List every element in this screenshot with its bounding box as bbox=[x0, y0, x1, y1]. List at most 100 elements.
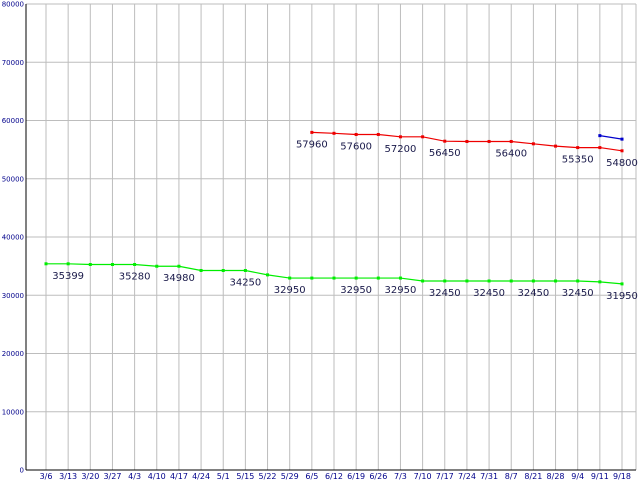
data-point bbox=[421, 279, 425, 283]
data-point bbox=[576, 279, 580, 283]
y-tick-label: 70000 bbox=[2, 59, 24, 67]
x-tick-label: 3/27 bbox=[103, 472, 121, 480]
data-label: 32950 bbox=[274, 285, 306, 296]
y-tick-label: 0 bbox=[20, 467, 24, 475]
data-label: 32450 bbox=[562, 288, 594, 299]
grid-layer bbox=[26, 3, 637, 470]
data-label: 56450 bbox=[429, 148, 461, 159]
data-label: 55350 bbox=[562, 155, 594, 166]
data-label: 32450 bbox=[517, 288, 549, 299]
x-tick-label: 4/17 bbox=[170, 472, 188, 480]
data-point bbox=[221, 268, 225, 272]
x-tick-label: 3/20 bbox=[81, 472, 99, 480]
data-point bbox=[465, 139, 469, 143]
y-tick-label: 20000 bbox=[2, 350, 24, 358]
data-label: 34250 bbox=[229, 277, 261, 288]
data-point bbox=[66, 262, 70, 266]
data-point bbox=[443, 279, 447, 283]
data-point bbox=[531, 142, 535, 146]
y-tick-label: 50000 bbox=[2, 175, 24, 183]
data-label: 32950 bbox=[385, 285, 417, 296]
series-layer bbox=[44, 130, 624, 286]
x-tick-label: 8/21 bbox=[524, 472, 542, 480]
data-point bbox=[620, 149, 624, 153]
data-point bbox=[243, 268, 247, 272]
x-tick-label: 8/7 bbox=[505, 472, 518, 480]
x-tick-label: 4/3 bbox=[128, 472, 141, 480]
data-point bbox=[465, 279, 469, 283]
data-point bbox=[487, 279, 491, 283]
y-tick-label: 80000 bbox=[2, 1, 24, 9]
data-point bbox=[310, 130, 314, 134]
data-point bbox=[620, 282, 624, 286]
label-layer: 35399 35280 34980 34250 32950 32950 32950 32450… bbox=[52, 139, 638, 302]
data-point bbox=[620, 137, 624, 141]
x-tick-label: 7/31 bbox=[480, 472, 498, 480]
data-label: 31950 bbox=[606, 291, 638, 302]
x-tick-label: 3/13 bbox=[59, 472, 77, 480]
data-label: 32450 bbox=[473, 288, 505, 299]
x-tick-label: 5/29 bbox=[281, 472, 299, 480]
data-point bbox=[509, 139, 513, 143]
data-point bbox=[598, 280, 602, 284]
data-point bbox=[598, 146, 602, 150]
data-point bbox=[576, 146, 580, 150]
y-tick-label: 40000 bbox=[2, 234, 24, 242]
y-tick-label: 30000 bbox=[2, 292, 24, 300]
data-point bbox=[110, 262, 114, 266]
data-label: 57600 bbox=[340, 141, 372, 152]
x-tick-label: 6/5 bbox=[305, 472, 318, 480]
x-tick-label: 5/15 bbox=[236, 472, 254, 480]
data-point bbox=[554, 144, 558, 148]
data-label: 35280 bbox=[119, 271, 151, 282]
data-label: 57960 bbox=[296, 139, 328, 150]
series-line-2 bbox=[599, 135, 623, 140]
x-tick-label: 7/3 bbox=[394, 472, 407, 480]
x-tick-label: 4/24 bbox=[192, 472, 210, 480]
x-tick-label: 6/19 bbox=[347, 472, 365, 480]
x-tick-label: 5/1 bbox=[217, 472, 230, 480]
x-tick-label: 7/17 bbox=[436, 472, 454, 480]
data-point bbox=[88, 262, 92, 266]
x-tick-label: 6/26 bbox=[369, 472, 387, 480]
x-tick-label: 4/10 bbox=[148, 472, 166, 480]
x-tick-label: 3/6 bbox=[40, 472, 53, 480]
data-point bbox=[443, 139, 447, 143]
data-point bbox=[133, 262, 137, 266]
data-point bbox=[288, 276, 292, 280]
data-label: 56400 bbox=[495, 148, 527, 159]
data-point bbox=[332, 131, 336, 135]
data-point bbox=[266, 273, 270, 277]
data-label: 35399 bbox=[52, 271, 84, 282]
data-label: 57200 bbox=[385, 144, 417, 155]
data-point bbox=[177, 264, 181, 268]
data-point bbox=[509, 279, 513, 283]
x-tick-label: 7/24 bbox=[458, 472, 476, 480]
y-tick-label: 60000 bbox=[2, 117, 24, 125]
x-tick-label: 9/18 bbox=[613, 472, 631, 480]
y-tick-label: 10000 bbox=[2, 408, 24, 416]
x-tick-label: 7/10 bbox=[414, 472, 432, 480]
data-point bbox=[421, 135, 425, 139]
x-tick-label: 6/12 bbox=[325, 472, 343, 480]
data-point bbox=[354, 132, 358, 136]
data-point bbox=[155, 264, 159, 268]
data-point bbox=[598, 134, 602, 138]
data-point bbox=[531, 279, 535, 283]
data-label: 54800 bbox=[606, 158, 638, 169]
data-label: 32450 bbox=[429, 288, 461, 299]
data-point bbox=[376, 276, 380, 280]
x-tick-label: 8/28 bbox=[547, 472, 565, 480]
data-point bbox=[332, 276, 336, 280]
x-tick-label: 5/22 bbox=[259, 472, 277, 480]
data-point bbox=[44, 262, 48, 266]
data-point bbox=[376, 132, 380, 136]
data-point bbox=[310, 276, 314, 280]
data-point bbox=[398, 135, 402, 139]
data-point bbox=[554, 279, 558, 283]
data-point bbox=[354, 276, 358, 280]
x-tick-label: 9/4 bbox=[571, 472, 584, 480]
data-label: 32950 bbox=[340, 285, 372, 296]
